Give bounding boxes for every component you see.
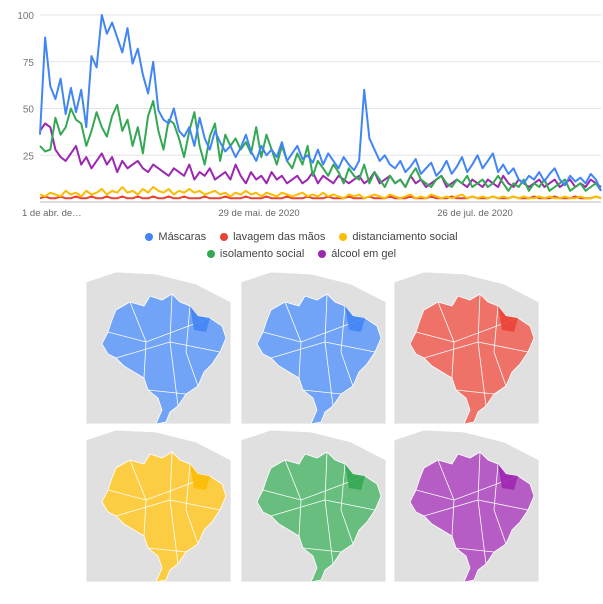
brazil-map-5 <box>394 430 539 582</box>
state-border <box>302 389 342 395</box>
state-border <box>107 317 211 343</box>
state-border <box>455 389 495 395</box>
state-border <box>115 499 221 517</box>
series-line-0 <box>39 14 602 192</box>
legend-label: álcool em gel <box>331 247 397 260</box>
y-tick-label: 50 <box>23 105 35 116</box>
brazil-map-0 <box>86 272 231 424</box>
trend-chart: 25 50 75 100 1 de abr. de… 29 de mai. de 2020… <box>0 0 603 225</box>
highlight-region <box>345 464 365 490</box>
state-border <box>115 341 221 359</box>
brazil-map-4 <box>241 430 386 582</box>
state-border <box>185 305 199 387</box>
legend-item-mascaras[interactable]: Máscaras <box>145 231 206 243</box>
series-line-2 <box>39 186 602 200</box>
highlight-region <box>345 306 365 332</box>
legend-dot-icon <box>220 232 229 241</box>
state-border <box>262 317 366 343</box>
series-line-3 <box>39 100 602 192</box>
legend-item-distanciamento[interactable]: distanciamento social <box>339 230 458 243</box>
highlight-region <box>498 306 518 332</box>
map-svg <box>241 272 386 424</box>
legend-item-lavagem[interactable]: lavagem das mãos <box>220 231 325 243</box>
legend-dot-icon <box>318 249 327 258</box>
legend-label: lavagem das mãos <box>233 230 326 243</box>
state-border <box>340 463 354 545</box>
state-border <box>340 305 354 387</box>
highlight-region <box>498 464 518 490</box>
legend-item-isolamento[interactable]: isolamento social <box>206 247 305 260</box>
x-tick-label: 26 de jul. de 2020 <box>437 208 513 219</box>
brazil-map-1 <box>241 272 386 424</box>
state-border <box>185 463 199 545</box>
legend-row-1: Máscaras lavagem das mãos distanciamento… <box>0 228 603 245</box>
state-border <box>270 341 376 359</box>
brazil-map-3 <box>86 430 231 582</box>
highlight-region <box>190 464 210 490</box>
y-tick-label: 75 <box>23 58 35 69</box>
state-border <box>423 499 529 517</box>
legend-dot-icon <box>339 232 348 241</box>
legend-dot-icon <box>206 249 215 258</box>
legend-row-2: isolamento social álcool em gel <box>0 245 603 262</box>
highlight-region <box>190 306 210 332</box>
chart-legend: Máscaras lavagem das mãos distanciamento… <box>0 228 603 264</box>
map-svg <box>86 430 231 582</box>
state-border <box>423 341 529 359</box>
legend-dot-icon <box>145 232 154 241</box>
state-border <box>415 475 519 501</box>
x-tick-label: 29 de mai. de 2020 <box>218 208 299 219</box>
state-border <box>302 547 342 553</box>
y-tick-label: 100 <box>17 11 34 22</box>
line-chart-svg: 25 50 75 100 1 de abr. de… 29 de mai. de 2020… <box>17 11 602 219</box>
map-svg <box>241 430 386 582</box>
legend-label: Máscaras <box>158 230 207 243</box>
state-border <box>147 389 187 395</box>
brazil-maps-grid <box>0 266 603 604</box>
state-border <box>415 317 519 343</box>
brazil-map-2 <box>394 272 539 424</box>
state-border <box>493 463 507 545</box>
state-border <box>107 475 211 501</box>
state-border <box>270 499 376 517</box>
map-svg <box>394 272 539 424</box>
legend-label: isolamento social <box>219 247 305 260</box>
legend-label: distanciamento social <box>352 230 458 243</box>
state-border <box>262 475 366 501</box>
state-border <box>455 547 495 553</box>
state-border <box>493 305 507 387</box>
x-tick-label: 1 de abr. de… <box>22 208 82 219</box>
y-tick-label: 25 <box>23 151 35 162</box>
state-border <box>147 547 187 553</box>
map-svg <box>86 272 231 424</box>
legend-item-alcool[interactable]: álcool em gel <box>318 248 396 260</box>
map-svg <box>394 430 539 582</box>
series-line-4 <box>39 122 602 188</box>
